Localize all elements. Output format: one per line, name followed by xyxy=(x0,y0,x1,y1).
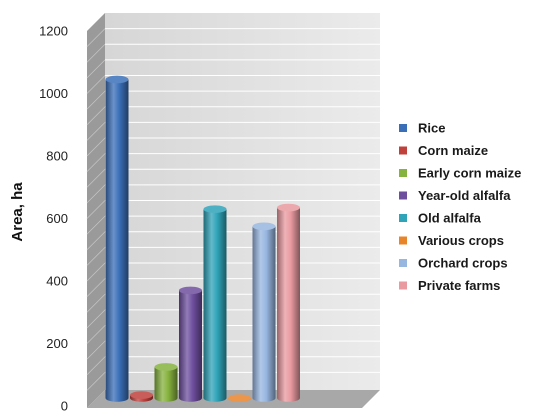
y-tick-label: 1000 xyxy=(39,86,68,101)
legend-swatch xyxy=(399,214,407,222)
bar-private-farms xyxy=(277,203,300,402)
legend: Rice Corn maize Early corn maize Year-old a… xyxy=(399,121,521,293)
legend-item: Private farms xyxy=(399,278,500,293)
gridline-side xyxy=(86,90,106,110)
bar-cap xyxy=(203,205,227,213)
side-wall xyxy=(87,13,105,408)
legend-item: Old alfalfa xyxy=(399,211,482,226)
gridline-side xyxy=(86,59,106,79)
bar-year-old-alfalfa xyxy=(179,286,202,402)
legend-label: Year-old alfalfa xyxy=(418,188,511,203)
bar-body xyxy=(252,226,276,402)
bar-body xyxy=(277,207,300,402)
bar-body xyxy=(179,290,202,402)
legend-item: Orchard crops xyxy=(399,256,508,271)
bar-corn-maize xyxy=(130,391,153,402)
bar-cap xyxy=(105,75,129,84)
gridline-side xyxy=(86,372,106,391)
legend-swatch xyxy=(399,191,407,200)
bar-cap xyxy=(130,391,153,399)
gridline-side xyxy=(86,262,106,282)
gridline-side xyxy=(86,106,106,126)
bar-body xyxy=(154,366,178,402)
gridline-side xyxy=(86,247,106,266)
legend-item: Year-old alfalfa xyxy=(399,188,511,203)
bar-body xyxy=(105,79,129,402)
bar-orchard-crops xyxy=(252,222,276,402)
gridline-side xyxy=(86,231,106,251)
gridline-side xyxy=(86,215,106,235)
bar-early-corn-maize xyxy=(154,363,178,402)
legend-item: Early corn maize xyxy=(399,166,521,181)
gridline-side xyxy=(86,43,106,63)
legend-swatch xyxy=(399,236,407,245)
legend-label: Old alfalfa xyxy=(418,211,482,226)
legend-item: Rice xyxy=(399,121,445,136)
legend-label: Rice xyxy=(418,121,445,136)
bar-old-alfalfa xyxy=(203,205,227,402)
gridline-side xyxy=(86,200,106,219)
y-tick-label: 800 xyxy=(46,149,68,164)
gridline-side xyxy=(86,137,106,157)
y-tick-label: 400 xyxy=(46,274,68,289)
legend-swatch xyxy=(399,259,407,267)
gridline-side xyxy=(86,184,106,204)
bar-body xyxy=(203,209,227,402)
y-tick-label: 1200 xyxy=(39,24,68,39)
gridline-side xyxy=(86,356,106,376)
legend-swatch xyxy=(399,146,407,155)
bar-various-crops xyxy=(228,394,251,402)
legend-label: Early corn maize xyxy=(418,166,521,181)
gridline-side xyxy=(86,75,106,94)
back-wall xyxy=(105,13,380,390)
bar-cap xyxy=(179,286,202,295)
y-axis-label: Area, ha xyxy=(9,182,26,242)
legend-label: Various crops xyxy=(418,233,504,248)
y-tick-label: 600 xyxy=(46,211,68,226)
y-tick-label: 0 xyxy=(61,399,68,414)
legend-label: Orchard crops xyxy=(418,256,508,271)
gridline-side xyxy=(86,28,106,47)
gridline-side xyxy=(86,340,106,360)
gridline-side xyxy=(86,278,106,297)
bar-cap xyxy=(228,394,251,402)
gridline-side xyxy=(86,122,106,141)
legend-item: Various crops xyxy=(399,233,504,248)
chart-walls xyxy=(87,13,380,408)
legend-swatch xyxy=(399,169,407,177)
gridline-side xyxy=(86,153,106,172)
y-tick-label: 200 xyxy=(46,336,68,351)
legend-label: Private farms xyxy=(418,278,500,293)
legend-swatch xyxy=(399,281,407,290)
y-axis-ticks: 0 200 400 600 800 1000 1200 xyxy=(39,24,68,414)
gridline-side xyxy=(86,168,106,188)
legend-swatch xyxy=(399,124,407,132)
bar-cap xyxy=(252,222,276,231)
gridline-side xyxy=(86,293,106,313)
bar-cap xyxy=(277,203,300,212)
legend-item: Corn maize xyxy=(399,143,488,158)
bar-cap xyxy=(154,363,178,371)
gridline-side xyxy=(86,325,106,344)
bars xyxy=(105,75,300,402)
legend-label: Corn maize xyxy=(418,143,488,158)
gridline-side xyxy=(86,309,106,329)
bar-rice xyxy=(105,75,129,402)
gridlines xyxy=(86,28,380,391)
